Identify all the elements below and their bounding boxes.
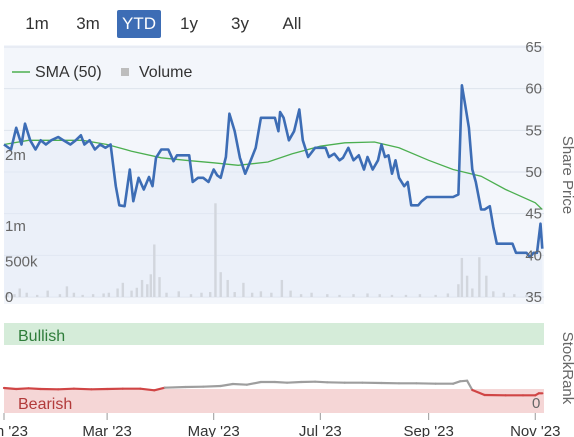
price-series-line: [3, 84, 544, 259]
price-tick-50: 50: [525, 164, 542, 181]
volume-tick-500k: 500k: [5, 254, 38, 271]
x-tick-label-5: Nov '23: [510, 423, 560, 437]
price-area: [4, 85, 543, 297]
stockrank-segment-19: [286, 380, 303, 384]
stockrank-axis-title: StockRank: [559, 332, 574, 405]
price-area-fill: [4, 85, 543, 297]
price-tick-55: 55: [525, 122, 542, 139]
price-tick-65: 65: [525, 39, 542, 56]
time-range-selector: 1m 3m YTD 1y 3y All: [0, 6, 574, 38]
stockrank-segment-0: [2, 386, 18, 391]
legend-sma-label[interactable]: SMA (50): [35, 64, 102, 81]
range-button-all[interactable]: All: [282, 14, 302, 33]
sma-line: [3, 139, 543, 210]
stockrank-line: [2, 379, 544, 397]
price-axis-title: Share Price: [559, 136, 574, 214]
stockrank-segment-30: [459, 379, 469, 383]
price-line: [3, 84, 544, 259]
price-tick-45: 45: [525, 206, 542, 223]
stockrank-segment-32: [471, 388, 486, 397]
price-tick-60: 60: [525, 81, 542, 98]
bullish-band: [4, 323, 544, 345]
stockrank-segment-15: [231, 382, 248, 386]
legend-volume-label[interactable]: Volume: [139, 64, 192, 81]
volume-y-ticks: 0 500k 1m 2m: [5, 147, 38, 306]
volume-tick-1m: 1m: [5, 218, 26, 235]
price-tick-35: 35: [525, 289, 542, 306]
stockrank-segment-29: [452, 380, 462, 385]
stockrank-segment-5: [72, 387, 93, 391]
stockrank-zero-tick: 0: [532, 395, 540, 412]
bearish-label: Bearish: [18, 396, 72, 413]
stockrank-segment-11: [163, 385, 187, 389]
range-button-1m[interactable]: 1m: [25, 14, 49, 33]
price-y-ticks: 35 40 45 50 55 60 65: [525, 39, 542, 306]
range-button-1y[interactable]: 1y: [180, 14, 198, 33]
stockrank-segment-10: [153, 386, 166, 392]
stockrank-segment-14: [219, 382, 234, 388]
bearish-band: [4, 389, 544, 413]
legend: SMA (50) Volume: [12, 64, 192, 81]
stockrank-segment-9: [139, 387, 156, 392]
stockrank-segment-16: [245, 380, 262, 386]
range-button-3y[interactable]: 3y: [231, 14, 249, 33]
stockrank-segment-21: [314, 380, 329, 384]
price-tick-40: 40: [525, 247, 542, 264]
legend-volume-swatch[interactable]: [121, 68, 129, 76]
range-button-ytd[interactable]: YTD: [117, 10, 161, 38]
sma-series-line: [3, 139, 543, 210]
stockrank-segment-18: [273, 380, 289, 384]
x-axis-ticks: Jan '23 Mar '23 May '23 Jul '23 Sep '23 Nov '…: [0, 413, 560, 437]
x-tick-label-0: Jan '23: [0, 423, 28, 437]
stockrank-segment-31: [466, 379, 474, 392]
range-button-3m[interactable]: 3m: [76, 14, 100, 33]
stockrank-segment-1: [15, 387, 30, 391]
volume-tick-0: 0: [5, 289, 13, 306]
x-tick-label-4: Sep '23: [403, 423, 453, 437]
stockrank-segment-13: [202, 384, 222, 388]
x-tick-label-3: Jul '23: [299, 423, 342, 437]
volume-tick-2m: 2m: [5, 147, 26, 164]
stockrank-segment-4: [57, 387, 76, 391]
x-tick-label-2: May '23: [188, 423, 240, 437]
stockrank-segment-2: [27, 387, 42, 391]
x-tick-label-1: Mar '23: [82, 423, 132, 437]
bullish-label: Bullish: [18, 328, 65, 345]
